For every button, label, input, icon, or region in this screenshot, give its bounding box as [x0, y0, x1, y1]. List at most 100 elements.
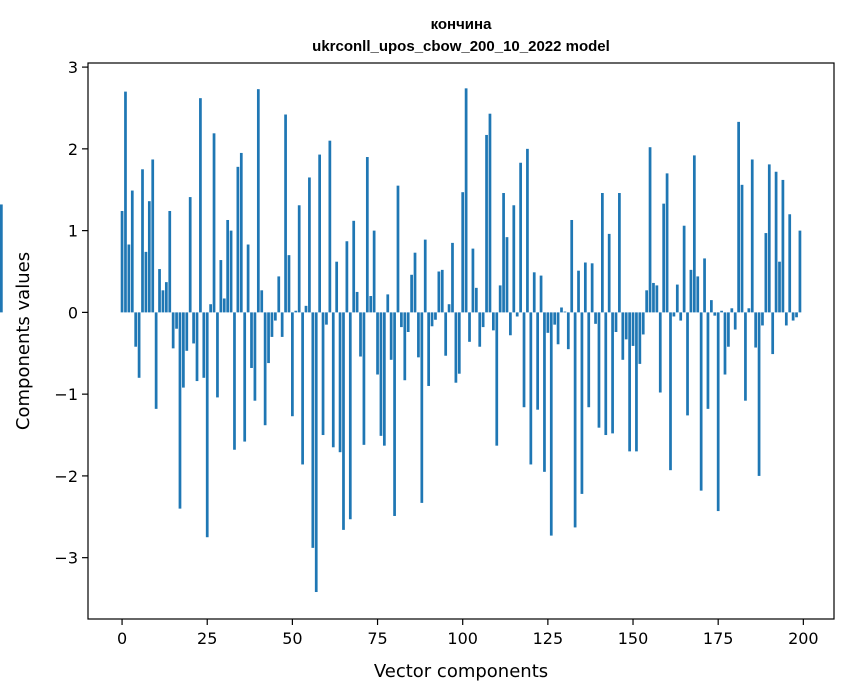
bar-135 [580, 312, 584, 494]
bar-122 [536, 312, 540, 410]
bar-15 [171, 312, 175, 349]
bar-109 [492, 312, 495, 331]
bar-21 [192, 312, 195, 344]
bar-129 [560, 307, 563, 313]
bar-182 [740, 184, 744, 313]
bar-83 [403, 312, 407, 381]
bar-61 [328, 140, 332, 313]
bar-159 [662, 203, 666, 313]
bar-16 [175, 312, 178, 329]
bar-84 [406, 312, 410, 332]
bar-130 [563, 311, 567, 313]
bar-193 [778, 261, 781, 313]
bar-1 [124, 91, 127, 313]
bar-197 [791, 312, 795, 321]
bar-78 [386, 294, 390, 313]
bar-181 [737, 121, 740, 313]
bar-145 [614, 312, 618, 332]
y-tick-label-2: 2 [68, 140, 78, 159]
bar-108 [488, 113, 492, 313]
bar-67 [348, 312, 352, 520]
bar-33 [233, 312, 236, 450]
bar-185 [750, 159, 754, 313]
bar-152 [638, 312, 642, 364]
bar-123 [539, 275, 543, 313]
bar-68 [352, 220, 356, 313]
bar-12 [161, 290, 165, 313]
bar-142 [604, 312, 608, 436]
bar-118 [522, 312, 526, 408]
bar-112 [502, 193, 505, 313]
bar-184 [747, 308, 751, 313]
bar-162 [672, 312, 676, 317]
bar-173 [710, 300, 713, 313]
bar-75 [376, 312, 379, 375]
bar-170 [699, 312, 703, 491]
bar-137 [587, 312, 591, 408]
y-axis-label: Components values [13, 252, 34, 430]
bar-150 [631, 312, 635, 346]
bar-165 [682, 225, 686, 313]
bar-157 [655, 285, 659, 313]
bar-54 [304, 305, 308, 313]
bar-148 [624, 312, 628, 340]
bar-9 [151, 159, 155, 313]
bar-76 [379, 312, 383, 436]
bar-20 [188, 197, 192, 313]
bar-99 [457, 312, 461, 374]
bar-95 [444, 312, 448, 356]
bar-69 [355, 291, 359, 313]
bar-195 [784, 312, 788, 326]
bar-14 [168, 210, 172, 313]
bar-91 [430, 312, 434, 327]
bar-121 [532, 272, 536, 313]
bar-141 [601, 193, 604, 313]
bar-3 [130, 190, 134, 313]
bar-42 [263, 312, 267, 426]
x-axis: 0 25 50 75 100 125 150 175 200 [117, 619, 819, 648]
x-tick-label-0: 0 [117, 629, 127, 648]
bar-81 [396, 185, 400, 313]
bar-136 [583, 262, 587, 313]
bar-96 [447, 304, 451, 313]
bar-97 [451, 242, 454, 313]
bar-100 [461, 192, 465, 313]
bar-86 [413, 252, 417, 313]
bar-64 [338, 312, 342, 453]
bar-80 [393, 312, 396, 516]
bar-40 [256, 89, 260, 313]
bar-26 [209, 304, 212, 313]
bar-48 [284, 114, 287, 313]
bar-85 [410, 274, 413, 313]
bar-189 [764, 233, 768, 313]
bar-103 [471, 248, 475, 313]
bar-111 [498, 285, 502, 313]
bar-2 [127, 244, 131, 313]
bar-63 [335, 261, 339, 313]
bar-124 [543, 312, 546, 472]
bar-8 [147, 201, 151, 313]
bar-44 [270, 312, 274, 337]
x-tick-label-200: 200 [788, 629, 819, 648]
x-tick-label-150: 150 [618, 629, 649, 648]
bar-194 [781, 179, 785, 313]
bar-87 [417, 312, 420, 358]
bar-144 [611, 312, 614, 434]
bar-155 [648, 147, 652, 313]
bar-57 [314, 312, 318, 593]
bar-172 [706, 312, 710, 409]
bar-198 [795, 312, 798, 318]
bar-39 [253, 312, 257, 401]
plot-frame [87, 62, 835, 620]
bar-7 [144, 251, 148, 313]
bar-82 [400, 312, 403, 328]
bar-13 [164, 282, 168, 313]
bar-154 [645, 290, 649, 313]
bar-106 [481, 312, 485, 328]
bar-174 [713, 312, 717, 316]
bar-134 [577, 270, 580, 313]
bar-176 [720, 310, 723, 313]
bar-147 [621, 312, 625, 360]
bar-72 [365, 157, 369, 313]
